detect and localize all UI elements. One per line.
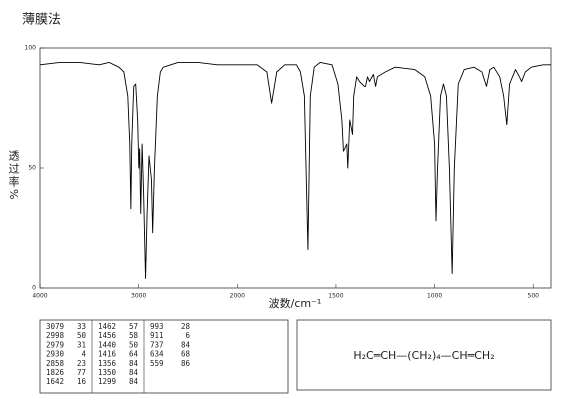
peak-wavenumber: 911 (150, 331, 164, 340)
x-tick-label: 1000 (427, 293, 442, 300)
peak-transmittance: 84 (129, 359, 139, 368)
structure-frame (296, 319, 552, 391)
x-tick-label: 4000 (32, 293, 47, 300)
peak-wavenumber: 737 (150, 340, 164, 349)
peak-transmittance: 68 (181, 350, 191, 359)
peak-wavenumber: 3079 (46, 322, 64, 331)
peak-transmittance: 28 (181, 322, 191, 331)
peak-wavenumber: 2930 (46, 350, 65, 359)
peak-wavenumber: 2979 (46, 340, 64, 349)
peak-transmittance: 33 (77, 322, 86, 331)
peak-wavenumber: 1299 (98, 377, 116, 386)
peak-transmittance: 57 (129, 322, 138, 331)
y-tick-label: 50 (28, 165, 36, 172)
peak-transmittance: 84 (181, 340, 191, 349)
peak-wavenumber: 2858 (46, 359, 65, 368)
peak-table-frame (39, 319, 289, 394)
peak-transmittance: 6 (185, 331, 190, 340)
structure-formula: H₂C═CH—(CH₂)₄—CH═CH₂ (353, 349, 494, 362)
peak-wavenumber: 634 (150, 350, 164, 359)
peak-transmittance: 16 (77, 377, 87, 386)
plot-frame (39, 47, 552, 289)
peak-wavenumber: 1350 (98, 368, 117, 377)
x-tick-label: 2000 (230, 293, 245, 300)
peak-transmittance: 50 (77, 331, 87, 340)
x-tick-label: 1500 (328, 293, 343, 300)
x-tick-label: 3000 (131, 293, 146, 300)
peak-wavenumber: 1416 (98, 350, 117, 359)
y-tick-label: 100 (25, 45, 37, 52)
peak-wavenumber: 2998 (46, 331, 65, 340)
peak-wavenumber: 993 (150, 322, 164, 331)
peak-transmittance: 31 (77, 340, 86, 349)
peak-wavenumber: 1826 (46, 368, 65, 377)
y-axis-label: 透过率% (7, 150, 20, 202)
peak-transmittance: 86 (181, 359, 191, 368)
peak-transmittance: 64 (129, 350, 139, 359)
peak-wavenumber: 1456 (98, 331, 117, 340)
peak-transmittance: 77 (77, 368, 86, 377)
peak-wavenumber: 1642 (46, 377, 64, 386)
spectrum-line (39, 61, 551, 279)
x-axis-label: 波数/cm⁻¹ (269, 297, 322, 310)
x-tick-label: 500 (528, 293, 540, 300)
peak-transmittance: 4 (81, 350, 86, 359)
title: 薄膜法 (22, 13, 61, 28)
peak-wavenumber: 559 (150, 359, 164, 368)
peak-transmittance: 23 (77, 359, 86, 368)
peak-transmittance: 58 (129, 331, 139, 340)
peak-transmittance: 84 (129, 377, 139, 386)
y-tick-label: 0 (32, 285, 36, 292)
peak-transmittance: 50 (129, 340, 139, 349)
peak-wavenumber: 1440 (98, 340, 117, 349)
peak-wavenumber: 1462 (98, 322, 116, 331)
peak-transmittance: 84 (129, 368, 139, 377)
peak-wavenumber: 1356 (98, 359, 117, 368)
